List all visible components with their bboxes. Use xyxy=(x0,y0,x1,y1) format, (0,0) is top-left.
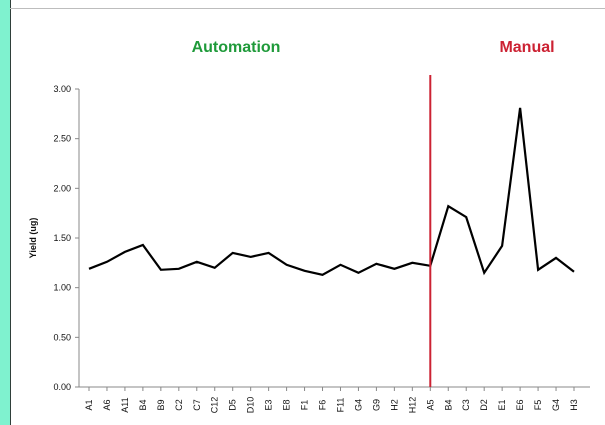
y-tick-labels: 0.00 0.50 1.00 1.50 2.00 2.50 3.00 xyxy=(53,84,79,392)
y-tick-label: 2.50 xyxy=(53,134,71,144)
x-tick-label: E8 xyxy=(282,399,292,410)
left-border-line xyxy=(10,0,11,425)
chart-axes xyxy=(78,89,590,388)
x-tick-label: D5 xyxy=(228,399,238,411)
x-tick-labels: A1 A6 A11 B4 B9 C2 C7 C12 D5 D10 E3 E8 F1 F6 F11 G4 G9 H2… xyxy=(84,387,579,413)
x-tick-label: H2 xyxy=(389,399,399,411)
x-tick-label: A1 xyxy=(84,399,94,410)
automation-label: Automation xyxy=(192,39,281,56)
x-tick-label: B4 xyxy=(138,399,148,410)
y-tick-label: 1.50 xyxy=(53,233,71,243)
x-tick-label: D2 xyxy=(479,399,489,411)
x-tick-label: F11 xyxy=(335,398,345,413)
manual-label: Manual xyxy=(499,39,554,56)
x-tick-label: A5 xyxy=(425,399,435,410)
x-tick-label: B4 xyxy=(443,399,453,410)
x-tick-label: D10 xyxy=(246,397,256,414)
x-tick-label: A6 xyxy=(102,399,112,410)
y-axis-title: Yield (ug) xyxy=(28,218,38,259)
y-tick-label: 2.00 xyxy=(53,183,71,193)
x-tick-label: G9 xyxy=(371,399,381,411)
y-tick-label: 0.50 xyxy=(53,332,71,342)
x-tick-label: E6 xyxy=(515,399,525,410)
x-tick-label: F5 xyxy=(533,400,543,411)
x-tick-label: A11 xyxy=(120,397,130,412)
x-tick-label: G4 xyxy=(353,399,363,411)
series-group xyxy=(88,107,575,276)
series-line xyxy=(88,107,575,276)
left-accent-stripe xyxy=(0,0,10,425)
y-tick-label: 0.00 xyxy=(53,382,71,392)
x-tick-label: H12 xyxy=(407,397,417,414)
y-tick-label: 3.00 xyxy=(53,84,71,94)
y-tick-label: 1.00 xyxy=(53,283,71,293)
x-tick-label: E3 xyxy=(264,399,274,410)
x-tick-label: F1 xyxy=(300,400,310,411)
x-tick-label: C7 xyxy=(192,399,202,411)
x-tick-label: C2 xyxy=(174,399,184,411)
x-tick-label: G4 xyxy=(551,399,561,411)
x-tick-label: C3 xyxy=(461,399,471,411)
x-tick-label: C12 xyxy=(210,397,220,414)
x-tick-label: H3 xyxy=(569,399,579,411)
top-border-line xyxy=(10,8,605,9)
x-tick-label: F6 xyxy=(318,400,328,411)
x-tick-label: B9 xyxy=(156,399,166,410)
x-tick-label: E1 xyxy=(497,399,507,410)
